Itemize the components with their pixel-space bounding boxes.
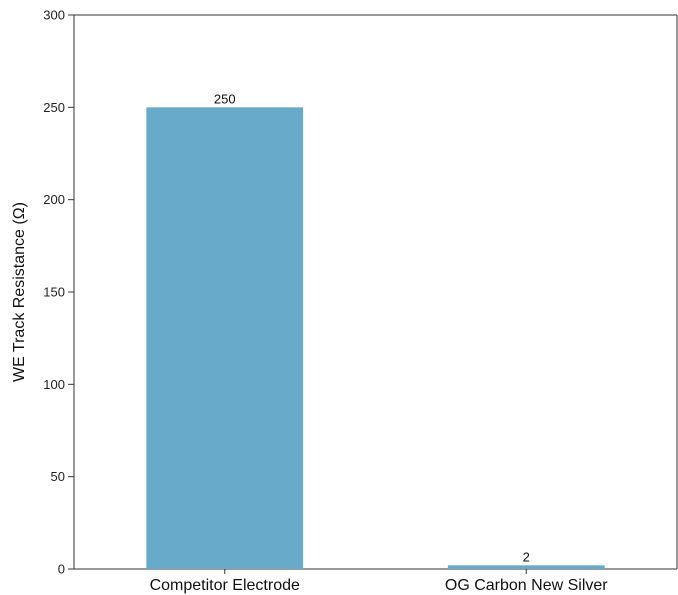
y-axis-title: WE Track Resistance (Ω) — [11, 202, 28, 382]
y-tick-label: 100 — [43, 377, 65, 392]
x-category-label: OG Carbon New Silver — [445, 577, 608, 594]
y-tick-label: 0 — [58, 562, 65, 577]
y-tick-label: 250 — [43, 100, 65, 115]
x-category-label: Competitor Electrode — [150, 577, 300, 594]
y-tick-label: 200 — [43, 192, 65, 207]
bar-value-label: 2 — [523, 549, 530, 564]
bar — [447, 565, 605, 569]
y-tick-label: 300 — [43, 8, 65, 23]
bar — [146, 107, 304, 569]
y-tick-label: 50 — [51, 469, 65, 484]
y-tick-label: 150 — [43, 285, 65, 300]
bar-value-label: 250 — [214, 91, 236, 106]
